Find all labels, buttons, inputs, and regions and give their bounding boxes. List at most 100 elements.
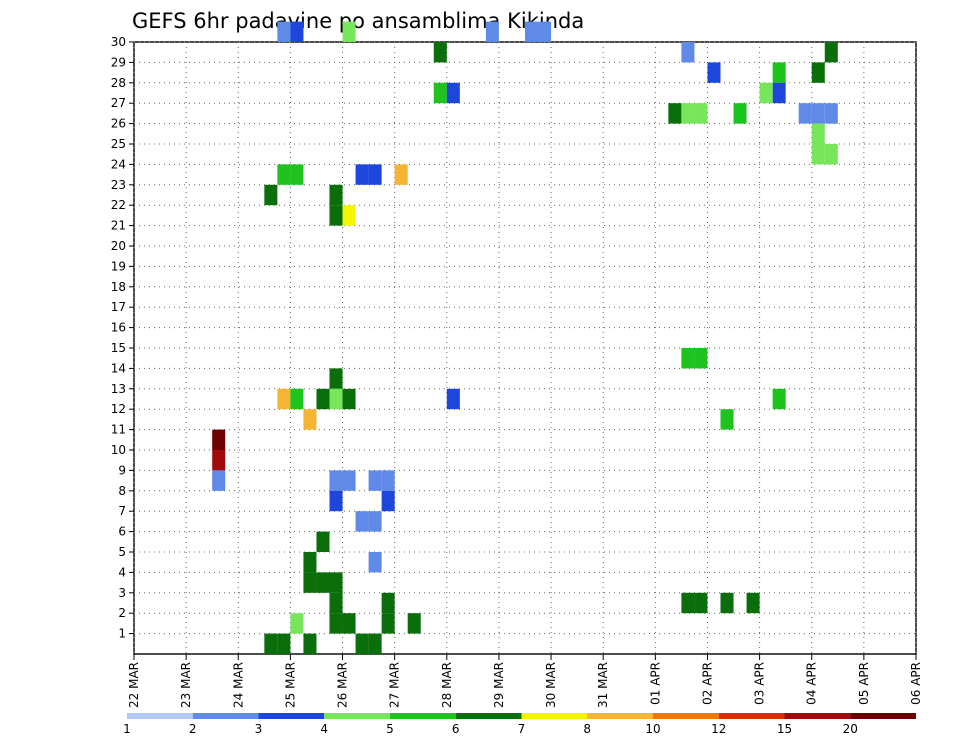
- colorbar-swatch: [784, 713, 851, 719]
- heatmap-cell: [342, 613, 356, 634]
- x-tick-label: 03 APR: [753, 662, 767, 705]
- colorbar-swatch: [390, 713, 456, 719]
- heatmap-cell: [681, 103, 695, 124]
- heatmap-cell: [811, 103, 825, 124]
- y-tick-label: 15: [111, 341, 126, 355]
- heatmap-cell: [433, 82, 447, 104]
- heatmap-cell: [811, 62, 825, 83]
- y-tick-label: 24: [111, 157, 126, 171]
- colorbar-swatch: [324, 713, 390, 719]
- colorbar-label: 5: [386, 722, 394, 736]
- heatmap-cell: [694, 103, 708, 124]
- y-tick-label: 6: [118, 525, 126, 539]
- heatmap-cell: [433, 42, 447, 63]
- y-tick-label: 26: [111, 117, 126, 131]
- heatmap-cell: [212, 429, 226, 450]
- heatmap-cell: [720, 409, 734, 430]
- heatmap-cell: [798, 103, 812, 124]
- x-tick-label: 22 MAR: [127, 662, 141, 708]
- colorbar-swatch: [653, 713, 719, 719]
- heatmap-cell: [329, 470, 343, 491]
- heatmap-cell: [342, 470, 356, 491]
- y-tick-label: 23: [111, 178, 126, 192]
- heatmap-cell: [772, 62, 786, 83]
- x-tick-label: 04 APR: [805, 662, 819, 705]
- heatmap-cell: [290, 164, 304, 185]
- x-tick-label: 24 MAR: [231, 662, 245, 708]
- heatmap-cell: [329, 368, 343, 389]
- heatmap-cell: [811, 123, 825, 144]
- y-tick-label: 14: [111, 361, 126, 375]
- heatmap-cell: [368, 164, 382, 185]
- heatmap-cell: [368, 633, 382, 654]
- y-tick-label: 3: [118, 586, 126, 600]
- x-tick-label: 01 APR: [648, 662, 662, 705]
- colorbar-swatch: [718, 713, 785, 719]
- heatmap-cell: [681, 592, 695, 614]
- heatmap-cell: [329, 490, 343, 512]
- heatmap-cell: [290, 613, 304, 634]
- heatmap-cell: [277, 633, 291, 654]
- heatmap-cell: [381, 470, 395, 491]
- heatmap-cell: [694, 348, 708, 369]
- heatmap-cell: [746, 592, 760, 614]
- heatmap-cell: [277, 388, 291, 410]
- y-tick-label: 29: [111, 55, 126, 69]
- y-tick-label: 18: [111, 280, 126, 294]
- y-tick-label: 1: [118, 627, 126, 641]
- heatmap-cell: [290, 21, 304, 42]
- heatmap-cell: [733, 103, 747, 124]
- y-tick-label: 5: [118, 545, 126, 559]
- heatmap-cell: [694, 592, 708, 614]
- y-tick-label: 27: [111, 96, 126, 110]
- heatmap-cell: [824, 144, 838, 165]
- heatmap-cell: [538, 21, 552, 42]
- colorbar-label: 7: [518, 722, 526, 736]
- heatmap-cell: [681, 42, 695, 63]
- colorbar-swatch: [587, 713, 653, 719]
- heatmap-cell: [720, 592, 734, 614]
- heatmap-cell: [381, 613, 395, 634]
- heatmap-cell: [772, 388, 786, 410]
- x-tick-label: 05 APR: [857, 662, 871, 705]
- colorbar-label: 15: [777, 722, 792, 736]
- heatmap-cell: [381, 592, 395, 614]
- y-tick-label: 28: [111, 76, 126, 90]
- heatmap-cell: [394, 164, 408, 185]
- y-tick-label: 20: [111, 239, 126, 253]
- heatmap-cell: [355, 511, 369, 532]
- heatmap-cell: [772, 82, 786, 104]
- heatmap-cell: [316, 572, 330, 593]
- x-tick-label: 02 APR: [700, 662, 714, 705]
- heatmap-cell: [329, 205, 343, 226]
- heatmap-cell: [329, 388, 343, 410]
- x-tick-label: 26 MAR: [336, 662, 350, 708]
- x-tick-label: 28 MAR: [440, 662, 454, 708]
- data-cells: [212, 21, 838, 654]
- heatmap-cell: [316, 531, 330, 552]
- heatmap-cell: [381, 490, 395, 512]
- colorbar-swatch: [850, 713, 916, 719]
- x-tick-label: 23 MAR: [179, 662, 193, 708]
- heatmap-cell: [303, 633, 317, 654]
- heatmap-cell: [668, 103, 682, 124]
- heatmap-cell: [368, 552, 382, 573]
- heatmap-cell: [264, 184, 278, 206]
- heatmap-cell: [446, 82, 460, 104]
- y-tick-label: 16: [111, 321, 126, 335]
- heatmap-cell: [824, 42, 838, 63]
- grid-lines: [133, 41, 917, 654]
- heatmap-cell: [329, 613, 343, 634]
- y-tick-label: 17: [111, 300, 126, 314]
- heatmap-cell: [355, 633, 369, 654]
- colorbar: 1 2 3 4 5 6 7 8 10 12 15 20: [123, 713, 916, 736]
- y-tick-label: 22: [111, 198, 126, 212]
- y-tick-label: 30: [111, 35, 126, 49]
- heatmap-cell: [681, 348, 695, 369]
- y-tick-label: 10: [111, 443, 126, 457]
- colorbar-swatch: [521, 713, 588, 719]
- heatmap-cell: [368, 511, 382, 532]
- y-tick-label: 11: [111, 423, 126, 437]
- heatmap-cell: [759, 82, 773, 104]
